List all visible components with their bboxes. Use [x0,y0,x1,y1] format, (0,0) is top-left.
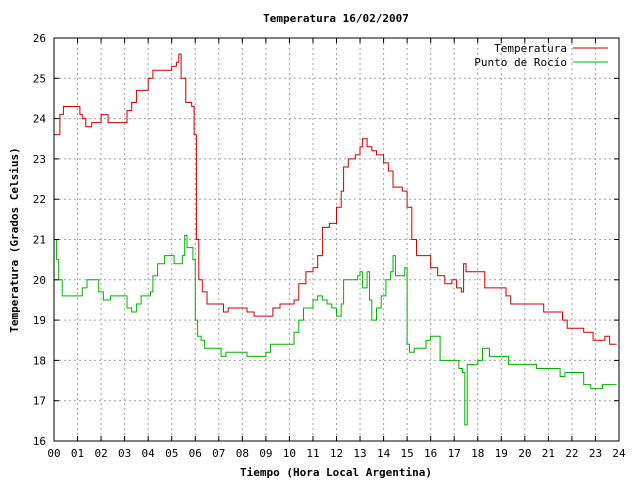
x-axis-label: Tiempo (Hora Local Argentina) [240,466,432,479]
x-tick-label: 13 [353,447,366,460]
x-tick-label: 10 [283,447,296,460]
tick-layer: 00 01 02 03 04 05 06 07 08 09 10 11 12 13 14 15 16 17 18 19… [33,32,626,460]
x-tick-label: 02 [94,447,107,460]
x-tick-label: 06 [189,447,202,460]
y-tick-label: 22 [33,193,46,206]
x-tick-label: 15 [401,447,414,460]
series-line-punto-de-rocio [54,235,617,426]
x-tick-label: 16 [424,447,437,460]
y-tick-label: 19 [33,314,46,327]
x-tick-label: 11 [306,447,319,460]
x-tick-label: 05 [165,447,178,460]
x-tick-label: 14 [377,447,391,460]
y-tick-label: 23 [33,153,46,166]
x-tick-label: 21 [542,447,555,460]
grid-layer [54,38,619,441]
x-tick-label: 19 [495,447,508,460]
series-line-temperatura [54,53,617,345]
x-tick-label: 01 [71,447,84,460]
x-tick-label: 22 [565,447,578,460]
legend-label-punto-de-rocio: Punto de Rocío [474,56,567,69]
x-tick-label: 07 [212,447,225,460]
y-tick-label: 21 [33,234,46,247]
x-tick-label: 24 [612,447,626,460]
x-tick-label: 08 [236,447,249,460]
y-tick-label: 17 [33,395,46,408]
y-tick-label: 20 [33,274,46,287]
legend-label-temperatura: Temperatura [494,42,567,55]
x-tick-label: 00 [47,447,60,460]
y-tick-label: 16 [33,435,46,448]
x-tick-label: 23 [589,447,602,460]
y-tick-label: 26 [33,32,46,45]
x-tick-label: 18 [471,447,484,460]
x-tick-label: 20 [518,447,531,460]
chart-title: Temperatura 16/02/2007 [263,12,409,25]
x-tick-label: 03 [118,447,131,460]
y-tick-label: 24 [33,113,47,126]
x-tick-label: 04 [142,447,156,460]
x-tick-label: 12 [330,447,343,460]
y-tick-label: 18 [33,354,46,367]
y-tick-label: 25 [33,72,46,85]
x-tick-label: 17 [448,447,461,460]
series-layer [54,53,617,426]
y-axis-label: Temperatura (Grados Celsius) [8,147,21,332]
legend: Temperatura Punto de Rocío [474,42,608,69]
x-tick-label: 09 [259,447,272,460]
